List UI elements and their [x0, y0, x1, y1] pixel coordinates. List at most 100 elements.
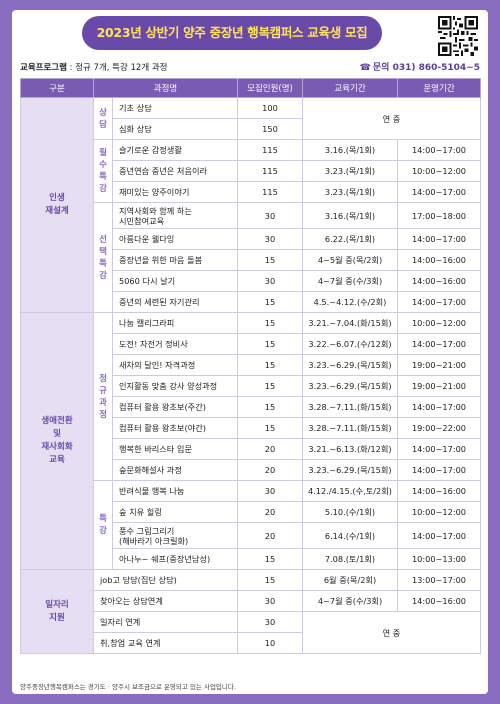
- table-header-row: 구분 과정명 모집인원(명) 교육기간 운영기간: [20, 78, 481, 98]
- course-capacity: 115: [237, 181, 303, 203]
- section-label: 일자리 지원: [45, 599, 69, 623]
- course-name: 풍수 그림그리기 (해바라기 아크릴화): [112, 522, 238, 549]
- course-name: 숲문화해설사 과정: [112, 459, 238, 481]
- contact-text: 문의 031) 860-5104~5: [372, 63, 480, 73]
- flyer-sheet: 2023년 상반기 양주 중장년 행복캠퍼스 교육생 모집 교육프로그램 : 정…: [12, 10, 488, 694]
- course-time: 10:00~12:00: [397, 501, 481, 523]
- course-time: 14:00~17:00: [397, 139, 481, 161]
- course-capacity: 30: [237, 202, 303, 229]
- course-capacity: 15: [237, 354, 303, 376]
- header-time: 운영기간: [397, 78, 481, 98]
- course-name: 행복한 바리스타 입문: [112, 438, 238, 460]
- course-capacity: 30: [237, 228, 303, 250]
- course-period: 3.28.~7.11.(화/15회): [302, 417, 398, 439]
- course-name: 새차의 달인! 자격과정: [112, 354, 238, 376]
- table-row: 컴퓨터 활용 왕초보(주간) 15 3.28.~7.11.(화/15회) 14:…: [21, 396, 481, 418]
- footer-note: 양주중장년행복캠퍼스는 경기도 · 양주시 보조금으로 운영되고 있는 사업입니…: [20, 683, 236, 691]
- table-row: 인지활동 맞춤 강사 양성과정 15 3.23.~6.29.(목/15회) 19…: [21, 375, 481, 397]
- course-name: 5060 다시 날기: [112, 270, 238, 292]
- header-period: 교육기간: [302, 78, 398, 98]
- section-career-transition: 생애전환 및 재사회화 교육: [20, 312, 94, 570]
- course-period: 6.22.(목/1회): [302, 228, 398, 250]
- course-time: 10:00~13:00: [397, 548, 481, 570]
- info-line: 교육프로그램 : 정규 7개, 특강 12개 과정 ☎ 문의 031) 860-5…: [20, 59, 480, 75]
- course-time: 14:00~17:00: [397, 228, 481, 250]
- header-course: 과정명: [93, 78, 238, 98]
- table-row: 필 수 특 강 슬기로운 감정생활 115 3.16.(목/1회) 14:00~…: [21, 139, 481, 203]
- table-row: 찾아오는 상담연계 30 4~7월 중(수/3회) 14:00~16:00: [21, 590, 481, 612]
- course-capacity: 30: [237, 590, 303, 612]
- course-time: 19:00~21:00: [397, 375, 481, 397]
- course-capacity: 15: [237, 312, 303, 334]
- course-period: 3.21.~6.13.(화/12회): [302, 438, 398, 460]
- course-period: 3.22.~6.07.(수/12회): [302, 333, 398, 355]
- course-time: 14:00~17:00: [397, 459, 481, 481]
- course-period: 연 중: [302, 97, 481, 140]
- course-capacity: 10: [237, 632, 303, 654]
- course-name: 아름다운 웰다잉: [112, 228, 238, 250]
- course-time: 13:00~17:00: [397, 569, 481, 591]
- table-row: 풍수 그림그리기 (해바라기 아크릴화) 20 6.14.(수/1회) 14:0…: [21, 522, 481, 549]
- course-capacity: 20: [237, 459, 303, 481]
- course-time: 14:00~17:00: [397, 333, 481, 355]
- table-row: 아나누~ 쉐프(중장년남성) 15 7.08.(토/1회) 10:00~13:0…: [21, 548, 481, 570]
- course-name: 반려식물 행복 나눔: [112, 480, 238, 502]
- subsection-counseling: 상 담: [93, 97, 113, 140]
- course-name: 아나누~ 쉐프(중장년남성): [112, 548, 238, 570]
- contact-info[interactable]: ☎ 문의 031) 860-5104~5: [360, 60, 480, 73]
- course-name: 슬기로운 감정생활: [112, 139, 238, 161]
- course-name: 중년의 세련된 자기관리: [112, 291, 238, 313]
- course-name: 컴퓨터 활용 왕초보(주간): [112, 396, 238, 418]
- qr-code-icon[interactable]: [438, 16, 478, 56]
- course-capacity: 15: [237, 249, 303, 271]
- section-label: 생애전환 및 재사회화 교육: [41, 416, 73, 465]
- program-text: : 정규 7개, 특강 12개 과정: [66, 63, 168, 73]
- header-capacity: 모집인원(명): [237, 78, 303, 98]
- course-capacity: 15: [237, 569, 303, 591]
- course-period: 3.16.(목/1회): [302, 202, 398, 229]
- course-period: 4~5월 중(목/2회): [302, 249, 398, 271]
- table-row: 도전! 자전거 정비사 15 3.22.~6.07.(수/12회) 14:00~…: [21, 333, 481, 355]
- course-name: 나눔 캘리그라피: [112, 312, 238, 334]
- course-period: 3.23.~6.29.(목/15회): [302, 354, 398, 376]
- course-name: 중년연습 중년은 처음이라: [112, 160, 238, 182]
- course-capacity: 100: [237, 97, 303, 119]
- subsection-special: 특 강: [93, 480, 113, 570]
- course-name: 컴퓨터 활용 왕초보(야간): [112, 417, 238, 439]
- table-row: 취,창업 교육 연계 10: [21, 632, 481, 654]
- course-period: 4.5.~4.12.(수/2회): [302, 291, 398, 313]
- table-row: 중년연습 중년은 처음이라 115 3.23.(목/1회) 10:00~12:0…: [21, 160, 481, 182]
- course-time: 14:00~17:00: [397, 291, 481, 313]
- program-label: 교육프로그램: [20, 63, 67, 73]
- course-capacity: 115: [237, 160, 303, 182]
- course-name: 지역사회와 함께 하는 시민참여교육: [112, 202, 238, 229]
- course-time: 14:00~16:00: [397, 480, 481, 502]
- course-time: 14:00~17:00: [397, 396, 481, 418]
- course-capacity: 15: [237, 375, 303, 397]
- course-name: 숲 치유 힐링: [112, 501, 238, 523]
- course-time: 14:00~17:00: [397, 438, 481, 460]
- course-period: 3.23.(목/1회): [302, 160, 398, 182]
- course-period: 4.12./4.15.(수,토/2회): [302, 480, 398, 502]
- table-row: 중장년을 위한 마음 돌봄 15 4~5월 중(목/2회) 14:00~16:0…: [21, 249, 481, 271]
- course-capacity: 150: [237, 118, 303, 140]
- course-capacity: 15: [237, 548, 303, 570]
- table-row: 일자리 지원 job고 당당(집단 상담) 15 6월 중(목/2회) 13:0…: [20, 569, 481, 654]
- course-period: 3.23.(목/1회): [302, 181, 398, 203]
- course-time: 19:00~22:00: [397, 417, 481, 439]
- table-row: 재미있는 양주이야기 115 3.23.(목/1회) 14:00~17:00: [21, 181, 481, 203]
- course-period: 3.28.~7.11.(화/15회): [302, 396, 398, 418]
- table-row: 인생 재설계 상 담 기초 상담 100 연 중: [20, 97, 481, 313]
- course-period: 4~7월 중(수/3회): [302, 270, 398, 292]
- section-life-redesign: 인생 재설계: [20, 97, 94, 313]
- course-period: 3.23.~6.29.(목/15회): [302, 459, 398, 481]
- course-name: 취,창업 교육 연계: [93, 632, 238, 654]
- course-capacity: 20: [237, 438, 303, 460]
- phone-icon: ☎: [359, 63, 371, 73]
- course-capacity: 115: [237, 139, 303, 161]
- course-period: 3.23.~6.29.(목/15회): [302, 375, 398, 397]
- course-capacity: 30: [237, 611, 303, 633]
- subsection-required: 필 수 특 강: [93, 139, 113, 203]
- course-name: 재미있는 양주이야기: [112, 181, 238, 203]
- course-time: 14:00~17:00: [397, 181, 481, 203]
